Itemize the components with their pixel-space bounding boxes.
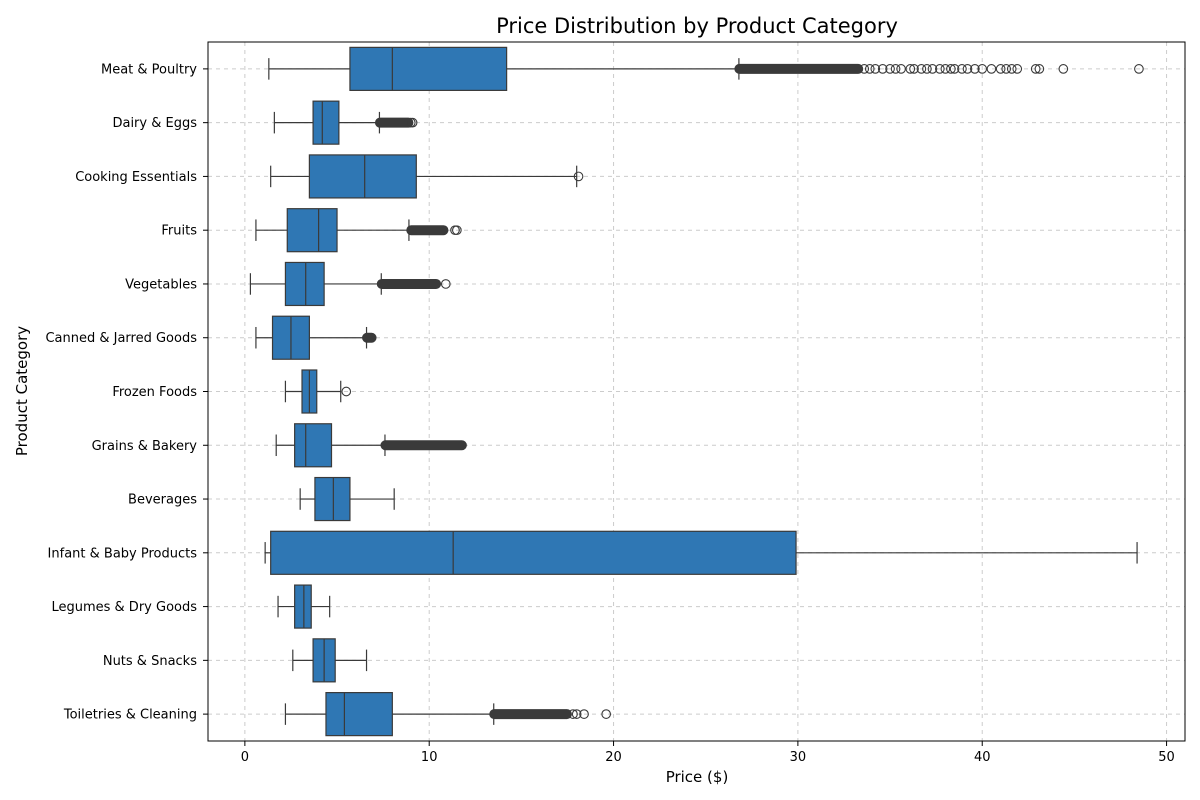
x-tick-label: 0 bbox=[241, 750, 249, 765]
outlier-point bbox=[949, 64, 960, 74]
iqr-box bbox=[294, 584, 312, 629]
outlier-point bbox=[571, 709, 582, 719]
outlier-cluster bbox=[380, 440, 467, 451]
y-tick-label: Grains & Bakery bbox=[92, 439, 198, 454]
y-tick-label: Toiletries & Cleaning bbox=[63, 708, 197, 723]
outlier-cluster bbox=[374, 117, 414, 128]
outlier-point bbox=[1001, 64, 1012, 74]
box-group bbox=[284, 692, 612, 737]
outlier-point bbox=[934, 64, 945, 74]
outlier-point bbox=[946, 64, 956, 74]
outlier-point bbox=[885, 64, 895, 74]
x-tick-label: 10 bbox=[421, 750, 438, 765]
outlier-point bbox=[1030, 64, 1041, 74]
outlier-point bbox=[916, 64, 927, 74]
outlier-point bbox=[341, 386, 352, 397]
y-tick-label: Infant & Baby Products bbox=[48, 546, 198, 561]
y-tick-label: Legumes & Dry Goods bbox=[51, 600, 197, 615]
x-tick-label: 20 bbox=[605, 750, 622, 765]
box-group bbox=[270, 154, 584, 199]
y-tick-label: Frozen Foods bbox=[112, 385, 197, 400]
y-axis-label: Product Category bbox=[13, 326, 31, 456]
iqr-box bbox=[312, 100, 340, 145]
y-tick-label: Cooking Essentials bbox=[75, 170, 197, 185]
outlier-point bbox=[568, 709, 578, 719]
outlier-point bbox=[940, 64, 951, 74]
outlier-point bbox=[922, 64, 932, 74]
outlier-point bbox=[440, 279, 451, 289]
y-tick-label: Nuts & Snacks bbox=[103, 654, 197, 669]
box-group bbox=[249, 261, 451, 307]
x-axis-label: Price ($) bbox=[666, 768, 729, 786]
iqr-box bbox=[349, 46, 508, 91]
y-axis: Meat & Poultry Dairy & Eggs Cooking Essent… bbox=[45, 62, 208, 723]
outlier-point bbox=[1058, 64, 1069, 74]
outlier-point bbox=[1034, 64, 1045, 74]
x-tick-label: 40 bbox=[974, 750, 991, 765]
boxes-layer bbox=[249, 46, 1144, 737]
y-tick-label: Fruits bbox=[161, 224, 197, 239]
box-group bbox=[299, 476, 395, 522]
grid-lines bbox=[208, 42, 1185, 741]
box-group bbox=[264, 530, 1138, 575]
outlier-point bbox=[864, 64, 875, 74]
outlier-point bbox=[986, 64, 997, 74]
chart-title: Price Distribution by Product Category bbox=[496, 14, 898, 38]
outlier-point bbox=[977, 64, 988, 74]
outlier-point bbox=[573, 171, 584, 182]
box-group bbox=[268, 46, 1144, 91]
outlier-cluster bbox=[489, 709, 572, 720]
outlier-point bbox=[1006, 64, 1017, 74]
x-axis: 0 10 20 30 40 50 bbox=[241, 741, 1175, 765]
y-tick-label: Dairy & Eggs bbox=[112, 116, 197, 131]
y-tick-label: Canned & Jarred Goods bbox=[45, 331, 197, 346]
outlier-point bbox=[905, 64, 916, 74]
outlier-point bbox=[407, 117, 418, 128]
outlier-cluster bbox=[406, 225, 449, 236]
box-group bbox=[277, 584, 331, 629]
outlier-cluster bbox=[362, 332, 377, 343]
box-group bbox=[292, 638, 368, 683]
x-tick-label: 30 bbox=[790, 750, 807, 765]
iqr-box bbox=[286, 208, 338, 253]
outlier-point bbox=[1012, 64, 1023, 74]
outlier-point bbox=[877, 64, 888, 74]
outlier-cluster bbox=[376, 278, 442, 289]
outlier-point bbox=[870, 64, 881, 74]
outlier-point bbox=[890, 64, 901, 74]
iqr-box bbox=[308, 154, 417, 199]
y-tick-label: Vegetables bbox=[125, 277, 197, 292]
box-group bbox=[284, 369, 352, 414]
iqr-box bbox=[314, 476, 351, 522]
outlier-point bbox=[909, 64, 919, 74]
box-group bbox=[255, 315, 377, 360]
y-tick-label: Meat & Poultry bbox=[101, 62, 197, 77]
outlier-point bbox=[859, 64, 870, 74]
outlier-point bbox=[579, 709, 589, 719]
outlier-point bbox=[1134, 64, 1144, 74]
outlier-point bbox=[927, 64, 938, 74]
box-group bbox=[273, 100, 418, 145]
iqr-box bbox=[270, 530, 797, 575]
iqr-box bbox=[284, 261, 325, 307]
iqr-box bbox=[294, 423, 333, 468]
outlier-point bbox=[452, 225, 462, 236]
outlier-cluster bbox=[734, 63, 864, 74]
outlier-point bbox=[601, 709, 612, 719]
outlier-point bbox=[957, 64, 967, 74]
iqr-box bbox=[325, 692, 393, 737]
outlier-point bbox=[970, 64, 980, 74]
outlier-point bbox=[896, 64, 906, 74]
x-tick-label: 50 bbox=[1158, 750, 1175, 765]
outlier-point bbox=[962, 64, 973, 74]
outlier-point bbox=[995, 64, 1006, 74]
box-group bbox=[275, 423, 467, 468]
y-tick-label: Beverages bbox=[128, 493, 197, 508]
box-group bbox=[255, 208, 462, 253]
